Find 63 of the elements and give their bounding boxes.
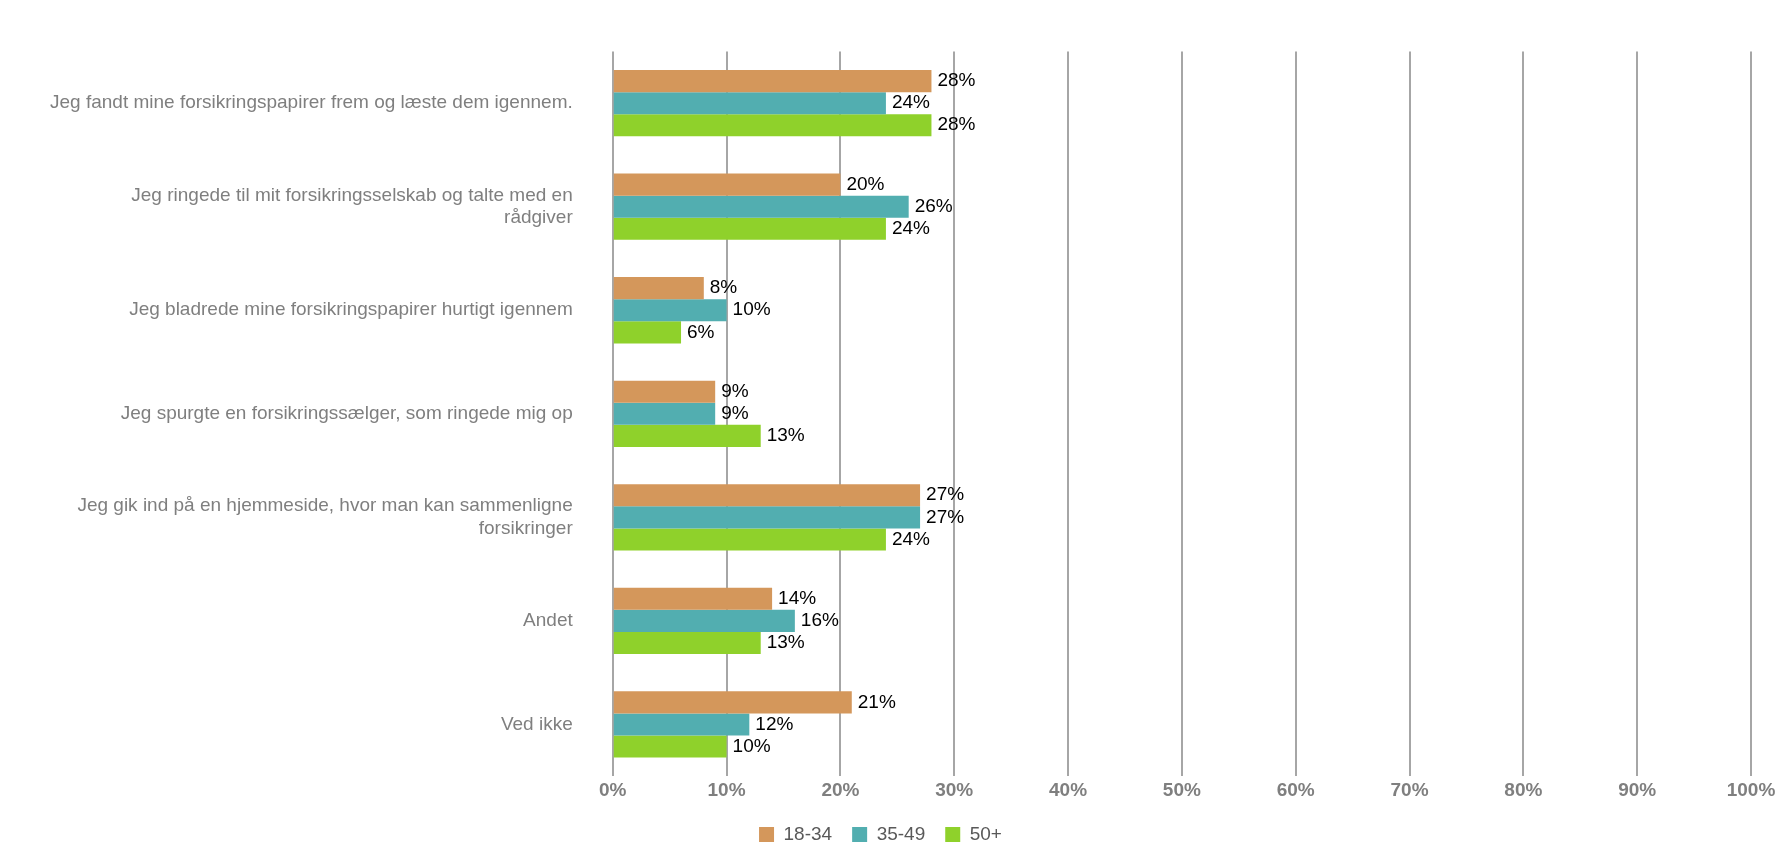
data-label: 8%	[709, 276, 738, 298]
bar	[613, 277, 704, 300]
data-label: 12%	[755, 712, 794, 734]
y-tick-label: Ved ikke	[500, 712, 573, 734]
legend-label: 35-49	[876, 822, 926, 844]
data-label: 10%	[732, 734, 771, 756]
bar	[613, 484, 921, 507]
data-label: 20%	[846, 172, 885, 194]
bar	[613, 609, 795, 632]
x-tick-label: 70%	[1390, 778, 1429, 800]
x-tick-label: 20%	[821, 778, 860, 800]
x-tick-label: 50%	[1162, 778, 1201, 800]
bar	[613, 195, 909, 218]
data-label: 27%	[926, 483, 965, 505]
bar	[613, 299, 727, 322]
data-label: 16%	[800, 609, 839, 631]
data-label: 10%	[732, 298, 771, 320]
x-tick-label: 90%	[1618, 778, 1657, 800]
bar	[613, 321, 682, 344]
bar	[613, 528, 886, 551]
data-label: 24%	[891, 217, 931, 239]
x-tick-label: 40%	[1049, 778, 1088, 800]
bar	[613, 380, 716, 403]
y-tick-label: Jeg gik ind på en hjemmeside, hvor man kan sammenligne forsikringer	[77, 494, 574, 538]
legend-label: 18-34	[783, 822, 833, 844]
bar	[613, 173, 841, 196]
bar	[613, 114, 932, 137]
data-label: 13%	[766, 424, 805, 446]
bar	[613, 735, 727, 758]
x-tick-label: 100%	[1726, 778, 1776, 800]
y-tick-label: Jeg spurgte en forsikringssælger, som ringede mig op	[120, 402, 573, 424]
data-label: 9%	[721, 379, 749, 401]
legend-label: 50+	[969, 822, 1002, 844]
bar	[613, 217, 886, 240]
y-tick-label: Jeg bladrede mine forsikringspapirer hurtigt igennem	[129, 298, 573, 320]
bar	[613, 424, 761, 447]
y-tick-label: Jeg fandt mine forsikringspapirer frem og læste dem igennem.	[49, 91, 573, 113]
data-label: 6%	[687, 320, 715, 342]
data-label: 9%	[721, 402, 749, 424]
data-label: 24%	[891, 91, 931, 113]
x-tick-label: 30%	[935, 778, 974, 800]
data-label: 24%	[891, 527, 931, 549]
bar	[613, 506, 921, 529]
data-label: 26%	[914, 194, 953, 216]
x-tick-label: 0%	[599, 778, 627, 800]
bar	[613, 691, 852, 714]
y-tick-label: Andet	[523, 609, 574, 631]
bar	[613, 631, 761, 655]
data-label: 28%	[937, 69, 976, 91]
x-tick-label: 10%	[707, 778, 746, 800]
bar	[613, 402, 716, 425]
y-tick-label: Jeg ringede til mit forsikringsselskab og talte med en rådgiver	[131, 183, 574, 228]
x-tick-label: 80%	[1504, 778, 1543, 800]
x-tick-label: 60%	[1276, 778, 1315, 800]
bar	[613, 587, 773, 610]
data-label: 21%	[857, 690, 896, 712]
data-label: 14%	[778, 587, 817, 609]
bar	[613, 92, 886, 115]
bar	[613, 713, 750, 736]
bar	[613, 70, 932, 93]
data-label: 27%	[926, 505, 965, 527]
data-label: 28%	[937, 113, 976, 135]
data-label: 13%	[766, 631, 805, 653]
